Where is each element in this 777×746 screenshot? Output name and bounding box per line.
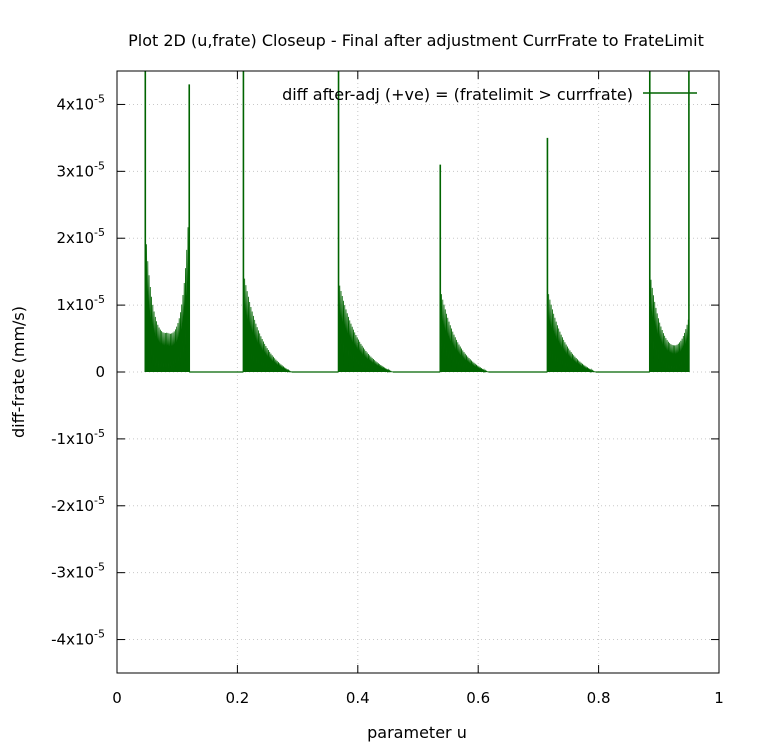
y-tick-label: -3x10-5	[51, 561, 105, 582]
x-tick-label: 1	[714, 689, 724, 707]
y-tick-label: 0	[95, 363, 105, 381]
y-tick-label: 1x10-5	[57, 293, 105, 314]
series-burst	[649, 270, 690, 372]
series-burst	[243, 271, 292, 374]
y-tick-label: -4x10-5	[51, 628, 105, 649]
y-axis-label: diff-frate (mm/s)	[9, 306, 28, 438]
series-burst	[439, 288, 489, 374]
x-tick-label: 0	[112, 689, 122, 707]
y-tick-label: -2x10-5	[51, 494, 105, 515]
y-tick-label: -1x10-5	[51, 427, 105, 448]
chart-title: Plot 2D (u,frate) Closeup - Final after …	[128, 31, 704, 50]
ticks: 0 0.2 0.4 0.6 0.8 1 4x10-5 3x10-5 2x10-5 1x10-5 0 -…	[51, 71, 724, 707]
x-tick-label: 0.2	[225, 689, 249, 707]
x-tick-label: 0.4	[346, 689, 370, 707]
legend: diff after-adj (+ve) = (fratelimit > cur…	[282, 85, 697, 104]
x-tick-label: 0.8	[587, 689, 611, 707]
series-burst	[144, 199, 190, 372]
series-burst	[547, 288, 596, 374]
legend-label: diff after-adj (+ve) = (fratelimit > cur…	[282, 85, 633, 104]
x-axis-label: parameter u	[367, 723, 467, 742]
series-burst	[338, 280, 393, 374]
x-tick-label: 0.6	[466, 689, 490, 707]
series-line	[144, 71, 690, 374]
series-group	[144, 71, 690, 374]
y-tick-label: 4x10-5	[57, 92, 105, 113]
y-tick-label: 3x10-5	[57, 159, 105, 180]
y-tick-label: 2x10-5	[57, 226, 105, 247]
